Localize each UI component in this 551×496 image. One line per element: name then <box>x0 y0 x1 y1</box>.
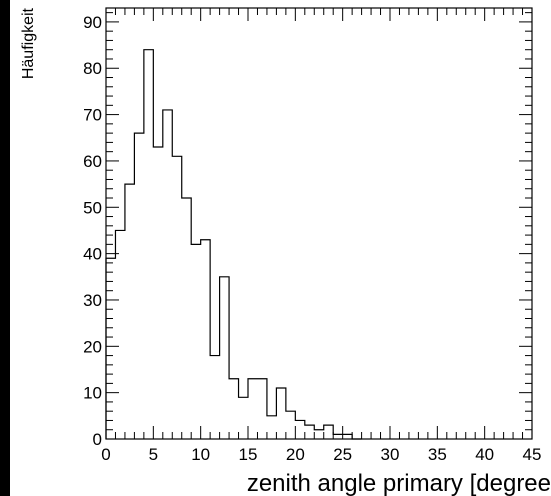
histogram-bin <box>314 430 323 439</box>
histogram-bin <box>333 434 342 439</box>
histogram-bin <box>125 184 134 439</box>
y-tick-label: 40 <box>83 245 102 264</box>
histogram-bin <box>201 240 210 439</box>
histogram-bin <box>134 133 143 439</box>
y-tick-label: 70 <box>83 106 102 125</box>
histogram-bin <box>182 198 191 439</box>
histogram-bin <box>257 379 266 439</box>
histogram-bin <box>115 230 124 439</box>
histogram-bin <box>191 244 200 439</box>
histogram-bin <box>144 50 153 439</box>
x-tick-label: 20 <box>286 445 305 464</box>
y-tick-label: 50 <box>83 198 102 217</box>
histogram-outline <box>105 49 362 440</box>
y-tick-label: 90 <box>83 13 102 32</box>
histogram-bin <box>229 379 238 439</box>
x-tick-label: 35 <box>428 445 447 464</box>
y-axis-title: Häufigkeit <box>20 7 37 79</box>
y-tick-label: 80 <box>83 59 102 78</box>
histogram-bin <box>172 156 181 439</box>
x-tick-label: 40 <box>475 445 494 464</box>
plot-panel <box>10 0 551 496</box>
y-tick-label: 20 <box>83 337 102 356</box>
y-tick-label: 10 <box>83 384 102 403</box>
x-tick-label: 25 <box>333 445 352 464</box>
histogram-bin <box>295 420 304 439</box>
histogram-bin <box>220 277 229 439</box>
histogram-bin <box>324 425 333 439</box>
histogram-bin <box>286 411 295 439</box>
x-tick-label: 30 <box>381 445 400 464</box>
histogram-bin <box>248 379 257 439</box>
x-tick-label: 5 <box>149 445 158 464</box>
histogram-bin <box>305 425 314 439</box>
histogram-bin <box>163 110 172 439</box>
histogram-bin <box>276 388 285 439</box>
x-axis-title: zenith angle primary [degree <box>247 470 551 496</box>
x-tick-label: 15 <box>239 445 258 464</box>
histogram-bin <box>267 416 276 439</box>
tick-labels: 0 5 10 15 20 25 30 35 40 45 0 10 20 30 40 50 60 70 80 90 <box>83 13 541 464</box>
x-tick-label: 0 <box>101 445 110 464</box>
y-tick-label: 30 <box>83 291 102 310</box>
histogram-bins <box>106 50 352 439</box>
histogram-bin <box>210 356 219 439</box>
histogram-bin <box>153 147 162 439</box>
plot-frame <box>105 7 533 440</box>
axis-ticks <box>105 8 533 440</box>
x-tick-label: 10 <box>191 445 210 464</box>
histogram-bin <box>343 434 352 439</box>
y-tick-label: 0 <box>93 430 102 449</box>
histogram-bin <box>239 397 248 439</box>
x-tick-label: 45 <box>523 445 542 464</box>
y-tick-label: 60 <box>83 152 102 171</box>
histogram-bin <box>106 258 115 439</box>
